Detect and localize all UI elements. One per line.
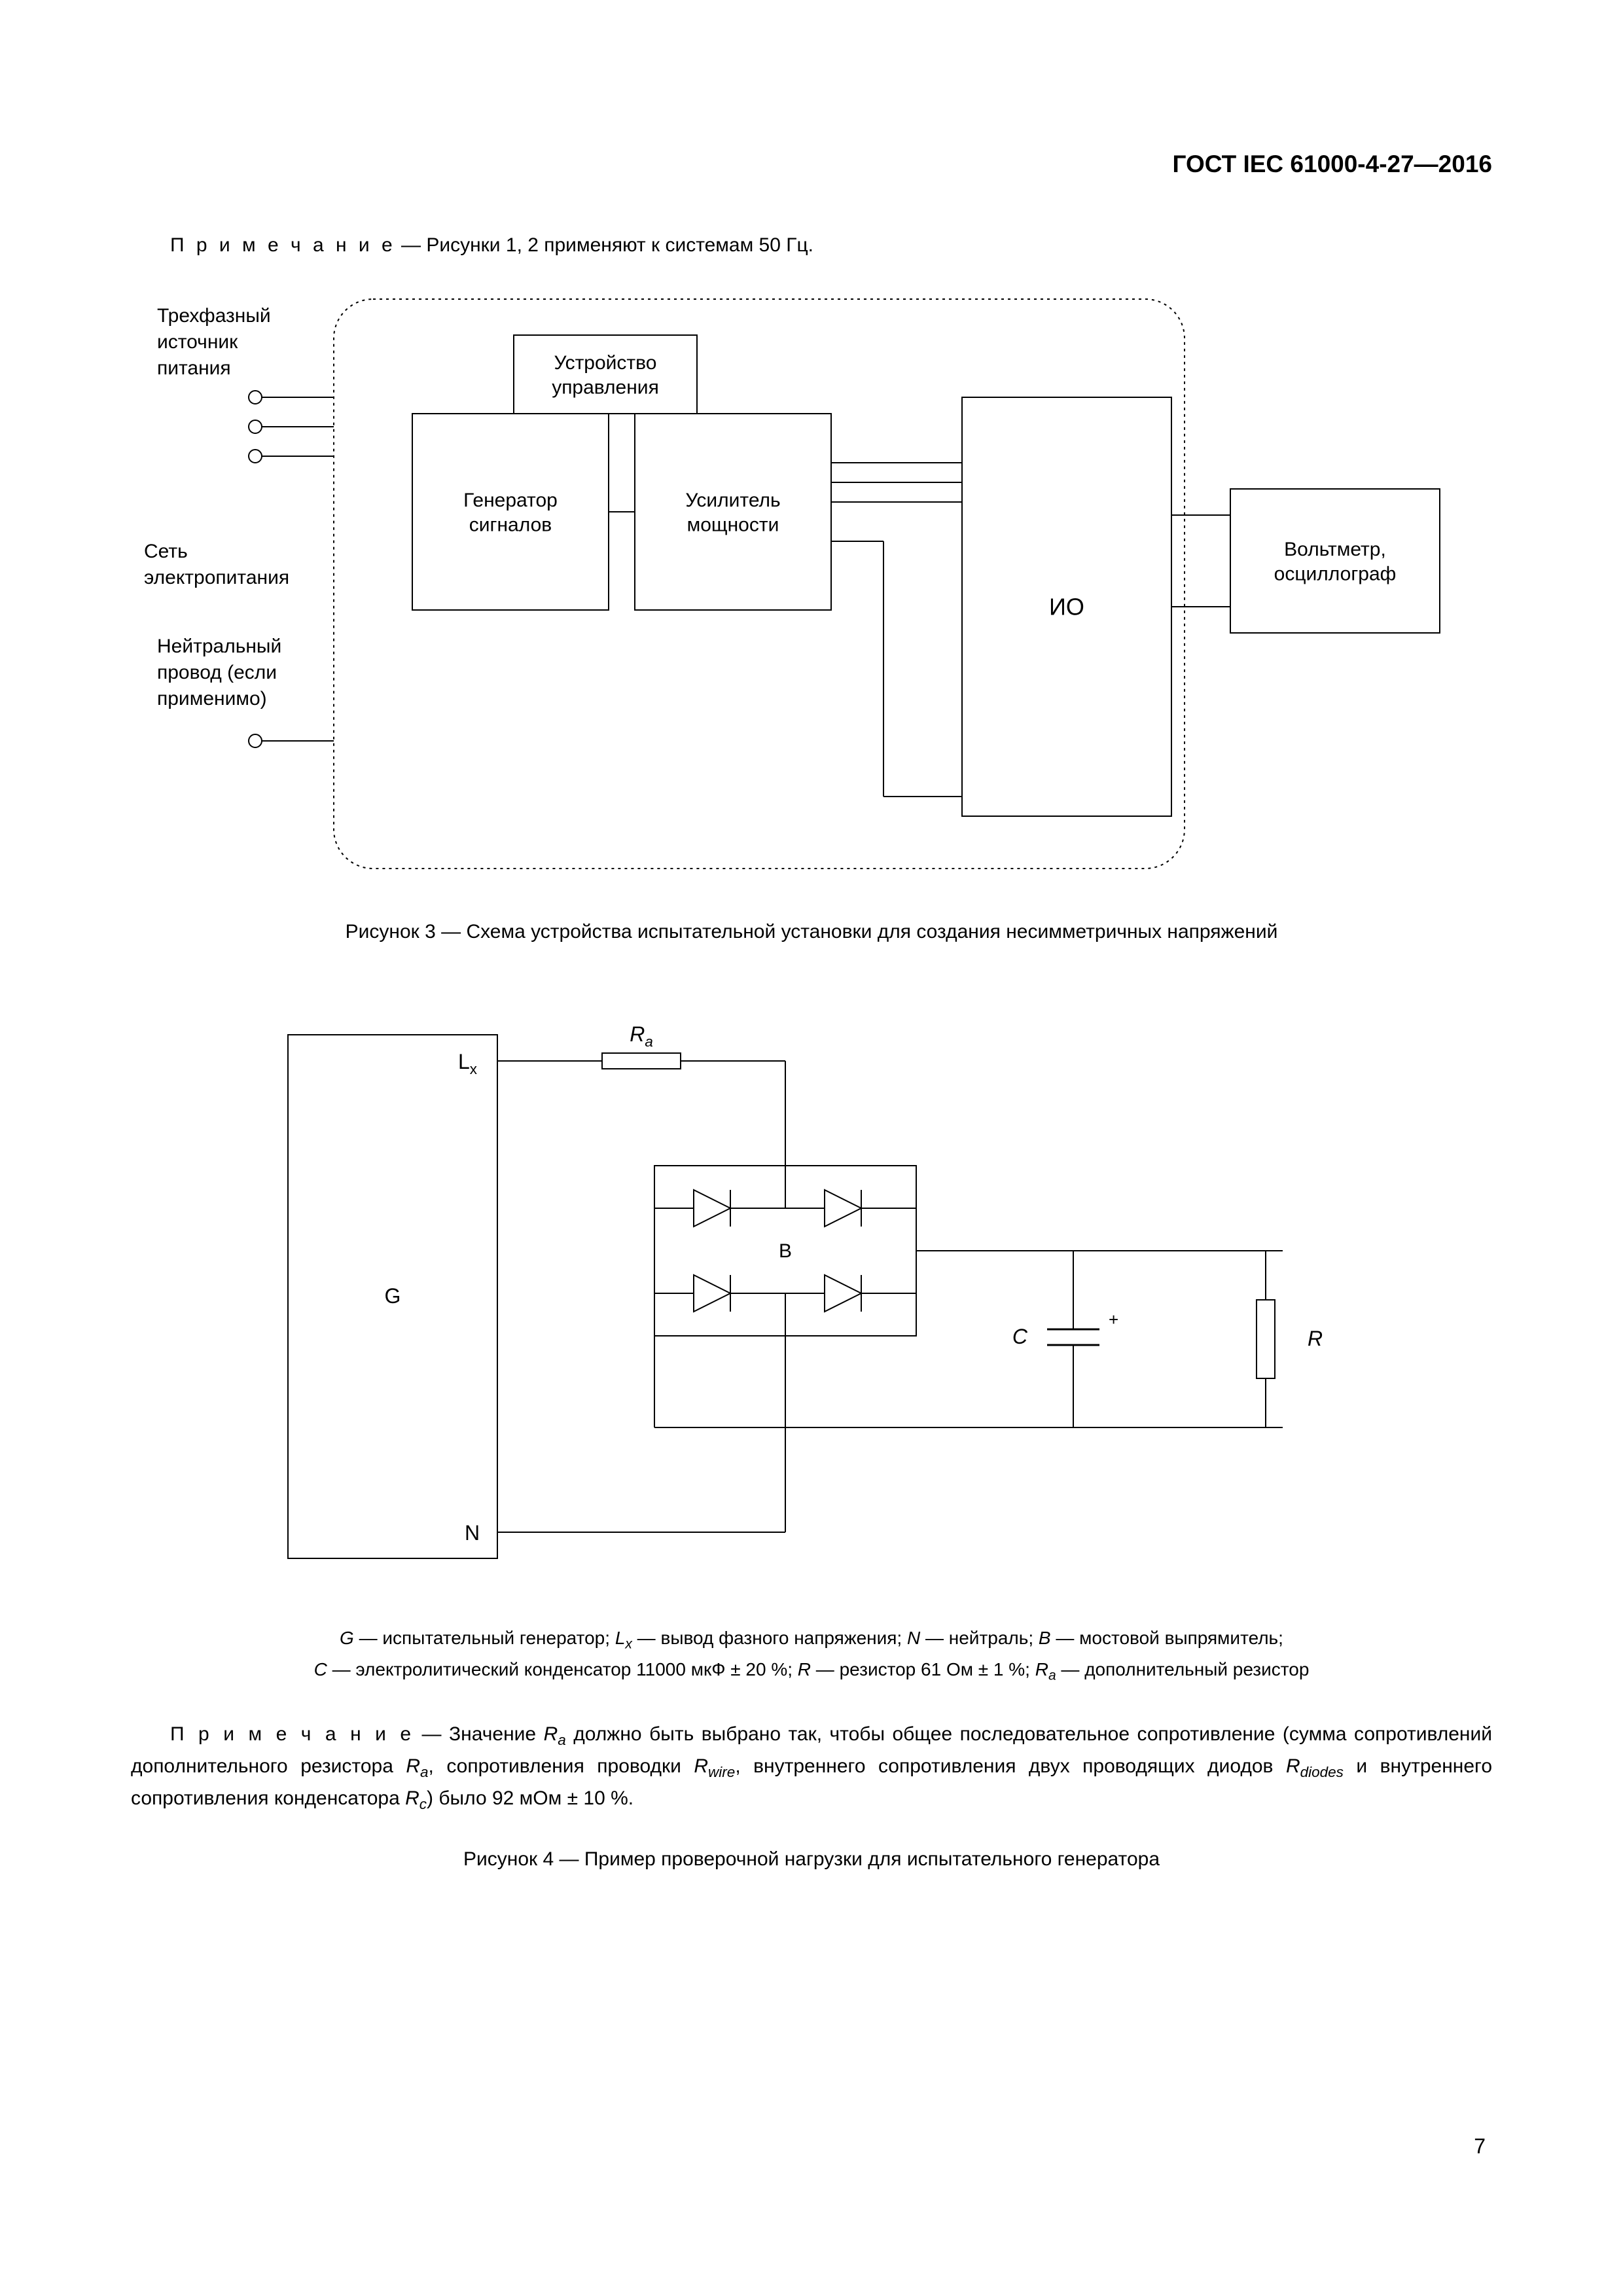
svg-text:Вольтметр,: Вольтметр, bbox=[1284, 539, 1386, 560]
svg-text:мощности: мощности bbox=[687, 514, 779, 535]
note-2: П р и м е ч а н и е — Значение Ra должно… bbox=[131, 1719, 1492, 1815]
note2-label: П р и м е ч а н и е bbox=[170, 1723, 414, 1745]
doc-header: ГОСТ IEC 61000-4-27—2016 bbox=[131, 151, 1492, 178]
svg-text:G: G bbox=[385, 1284, 401, 1308]
figure-3-caption: Рисунок 3 — Схема устройства испытательн… bbox=[131, 921, 1492, 943]
page-content: ГОСТ IEC 61000-4-27—2016 П р и м е ч а н… bbox=[131, 151, 1492, 1936]
figure-4: GLxNRaBC+R bbox=[131, 1009, 1492, 1598]
figure-3: Трехфазный источник питания Сеть электропита… bbox=[131, 286, 1492, 888]
svg-text:применимо): применимо) bbox=[157, 688, 267, 709]
figure-4-svg: GLxNRaBC+R bbox=[131, 1009, 1492, 1598]
page-number: 7 bbox=[1474, 2134, 1486, 2159]
svg-text:B: B bbox=[779, 1240, 792, 1262]
figure-4-caption: Рисунок 4 — Пример проверочной нагрузки … bbox=[131, 1848, 1492, 1871]
svg-text:Сеть: Сеть bbox=[144, 541, 188, 562]
svg-text:ИО: ИО bbox=[1049, 594, 1084, 620]
svg-text:источник: источник bbox=[157, 331, 238, 353]
svg-text:Трехфазный: Трехфазный bbox=[157, 305, 271, 327]
svg-text:Усилитель: Усилитель bbox=[685, 490, 780, 511]
svg-text:Генератор: Генератор bbox=[463, 490, 558, 511]
svg-text:R: R bbox=[1308, 1327, 1323, 1350]
svg-text:+: + bbox=[1109, 1310, 1118, 1329]
svg-text:питания: питания bbox=[157, 357, 231, 379]
note-1: П р и м е ч а н и е — Рисунки 1, 2 приме… bbox=[170, 230, 1492, 260]
svg-text:Ra: Ra bbox=[630, 1022, 653, 1050]
svg-text:управления: управления bbox=[552, 376, 659, 398]
svg-text:C: C bbox=[1012, 1325, 1028, 1348]
figure-4-legend: G — испытательный генератор; Lx — вывод … bbox=[131, 1624, 1492, 1687]
svg-text:Нейтральный: Нейтральный bbox=[157, 636, 281, 657]
svg-text:Устройство: Устройство bbox=[554, 352, 657, 374]
figure-3-svg: Трехфазный источник питания Сеть электропита… bbox=[131, 286, 1492, 888]
svg-text:осциллограф: осциллограф bbox=[1274, 563, 1397, 584]
svg-text:электропитания: электропитания bbox=[144, 567, 289, 588]
note-text: — Рисунки 1, 2 применяют к системам 50 Г… bbox=[396, 234, 813, 256]
svg-text:сигналов: сигналов bbox=[469, 514, 552, 535]
svg-text:провод (если: провод (если bbox=[157, 662, 277, 683]
svg-text:N: N bbox=[465, 1521, 480, 1545]
note-label: П р и м е ч а н и е bbox=[170, 234, 396, 256]
